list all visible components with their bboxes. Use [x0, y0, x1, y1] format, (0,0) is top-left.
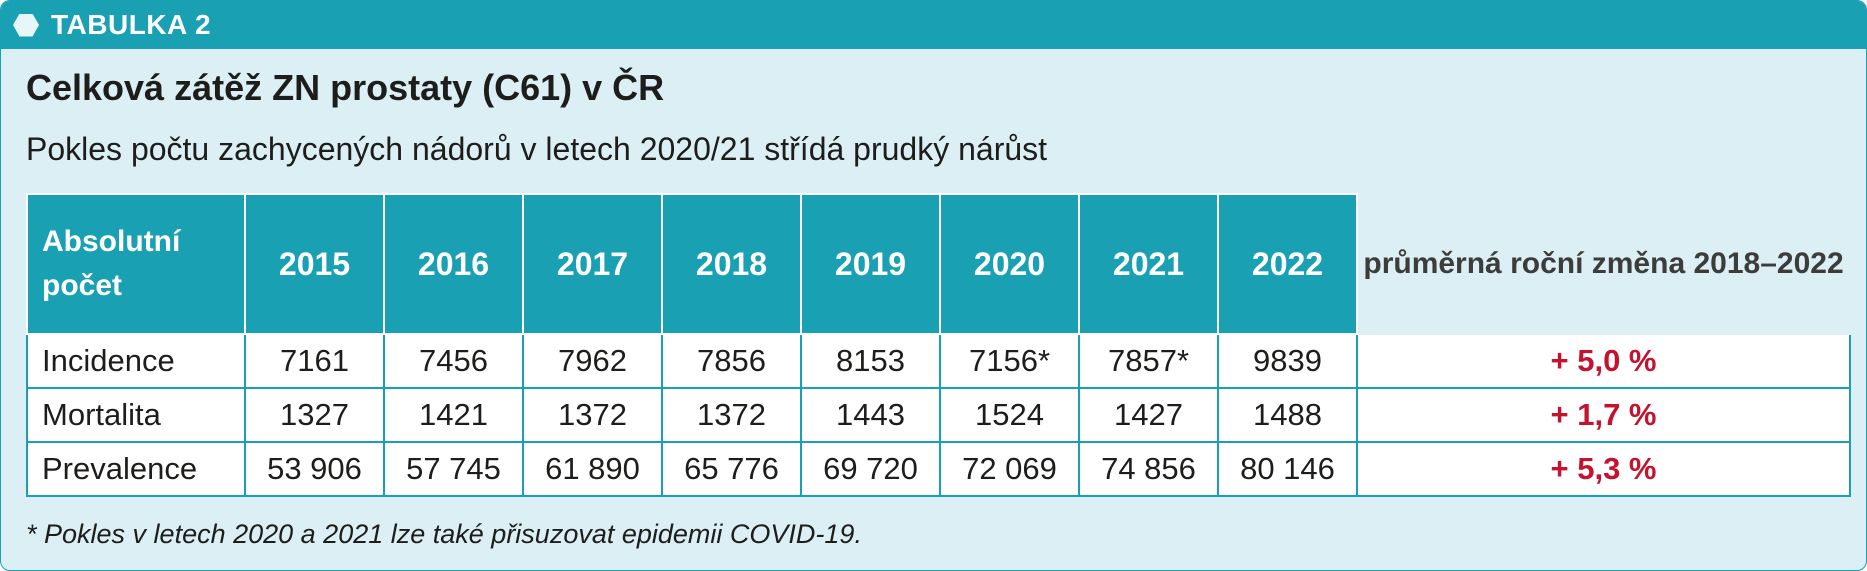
row-label: Prevalence: [26, 441, 246, 497]
year-header: 2017: [522, 193, 663, 335]
table-cell: 1427: [1078, 387, 1219, 443]
table-row: Prevalence 53 906 57 745 61 890 65 776 6…: [26, 441, 1851, 497]
table-cell: 7962: [522, 333, 663, 389]
year-header: 2022: [1217, 193, 1358, 335]
table-cell: 57 745: [383, 441, 524, 497]
table-cell: 7161: [244, 333, 385, 389]
table-cell: 80 146: [1217, 441, 1358, 497]
table-cell: 61 890: [522, 441, 663, 497]
table-cell: 7156*: [939, 333, 1080, 389]
table-cell: 74 856: [1078, 441, 1219, 497]
table-cell: 53 906: [244, 441, 385, 497]
table-cell: 69 720: [800, 441, 941, 497]
table-cell: 7456: [383, 333, 524, 389]
data-table: Absolutní počet 2015 2016 2017 2018 2019…: [26, 193, 1851, 497]
table-subtitle: Pokles počtu zachycených nádorů v letech…: [26, 131, 1048, 167]
table-row: Incidence 7161 7456 7962 7856 8153 7156*…: [26, 333, 1851, 389]
table-row: Mortalita 1327 1421 1372 1372 1443 1524 …: [26, 387, 1851, 443]
table-cell: 1488: [1217, 387, 1358, 443]
table-cell: 1524: [939, 387, 1080, 443]
table-cell: 72 069: [939, 441, 1080, 497]
table-cell: 65 776: [661, 441, 802, 497]
table-cell: 1372: [522, 387, 663, 443]
table-cell: 9839: [1217, 333, 1358, 389]
table-cell: 1372: [661, 387, 802, 443]
year-header: 2016: [383, 193, 524, 335]
header-row: Absolutní počet 2015 2016 2017 2018 2019…: [26, 193, 1851, 335]
table-cell: 7856: [661, 333, 802, 389]
year-header: 2019: [800, 193, 941, 335]
header-bar: TABULKA 2: [1, 1, 1866, 49]
row-header: Absolutní počet: [26, 193, 246, 335]
table-title: Celková zátěž ZN prostaty (C61) v ČR: [26, 67, 665, 108]
header-label: TABULKA 2: [51, 9, 212, 40]
avg-change-header: průměrná roční změna 2018–2022: [1356, 193, 1851, 335]
table-cell: 8153: [800, 333, 941, 389]
table-cell: 1421: [383, 387, 524, 443]
row-label: Incidence: [26, 333, 246, 389]
year-header: 2020: [939, 193, 1080, 335]
table-cell: 1443: [800, 387, 941, 443]
year-header: 2015: [244, 193, 385, 335]
table-cell: 1327: [244, 387, 385, 443]
year-header: 2021: [1078, 193, 1219, 335]
avg-change-cell: + 1,7 %: [1356, 387, 1851, 443]
table-cell: 7857*: [1078, 333, 1219, 389]
row-label: Mortalita: [26, 387, 246, 443]
avg-change-cell: + 5,0 %: [1356, 333, 1851, 389]
year-header: 2018: [661, 193, 802, 335]
hexagon-icon: [13, 13, 39, 37]
avg-change-cell: + 5,3 %: [1356, 441, 1851, 497]
footnote: * Pokles v letech 2020 a 2021 lze také p…: [26, 519, 862, 549]
